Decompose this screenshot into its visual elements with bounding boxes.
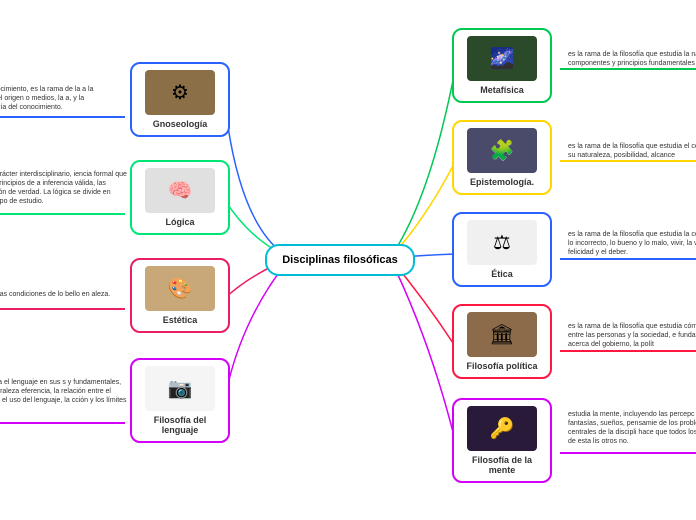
- thumb-metafisica: 🌌: [467, 36, 537, 81]
- label-metafisica: Metafísica: [458, 85, 546, 95]
- desc-estetica: que estudia las condiciones de lo bello …: [0, 290, 130, 299]
- underline-etica: [560, 258, 696, 260]
- underline-politica: [560, 350, 696, 352]
- center-label: Disciplinas filosóficas: [282, 254, 398, 266]
- label-lenguaje: Filosofía del lenguaje: [136, 415, 224, 435]
- thumb-logica: 🧠: [145, 168, 215, 213]
- label-mente: Filosofía de la mente: [458, 455, 546, 475]
- node-lenguaje[interactable]: 📷 Filosofía del lenguaje: [130, 358, 230, 443]
- underline-lenguaje: [0, 422, 125, 424]
- underline-gnoseologia: [0, 116, 125, 118]
- node-estetica[interactable]: 🎨 Estética: [130, 258, 230, 333]
- thumb-mente: 🔑: [467, 406, 537, 451]
- node-politica[interactable]: 🏛 Filosofía política: [452, 304, 552, 379]
- label-gnoseologia: Gnoseología: [136, 119, 224, 129]
- label-epistemologia: Epistemología.: [458, 177, 546, 187]
- node-etica[interactable]: ⚖ Ética: [452, 212, 552, 287]
- desc-epistemologia: es la rama de la filosofía que estudia e…: [568, 142, 696, 160]
- underline-mente: [560, 452, 696, 454]
- thumb-estetica: 🎨: [145, 266, 215, 311]
- desc-gnoseologia: oría del conocimiento, es la rama de la …: [0, 85, 130, 112]
- desc-logica: losofía de carácter interdisciplinario, …: [0, 170, 130, 206]
- label-estetica: Estética: [136, 315, 224, 325]
- node-gnoseologia[interactable]: ⚙ Gnoseología: [130, 62, 230, 137]
- thumb-gnoseologia: ⚙: [145, 70, 215, 115]
- label-etica: Ética: [458, 269, 546, 279]
- desc-mente: estudia la mente, incluyendo las percepc…: [568, 410, 696, 446]
- center-node[interactable]: Disciplinas filosóficas: [265, 244, 415, 276]
- underline-epistemologia: [560, 160, 696, 162]
- desc-etica: es la rama de la filosofía que estudia l…: [568, 230, 696, 257]
- label-logica: Lógica: [136, 217, 224, 227]
- label-politica: Filosofía política: [458, 361, 546, 371]
- node-epistemologia[interactable]: 🧩 Epistemología.: [452, 120, 552, 195]
- thumb-etica: ⚖: [467, 220, 537, 265]
- thumb-epistemologia: 🧩: [467, 128, 537, 173]
- node-logica[interactable]: 🧠 Lógica: [130, 160, 230, 235]
- desc-politica: es la rama de la filosofía que estudia c…: [568, 322, 696, 349]
- desc-metafisica: es la rama de la filosofía que estudia l…: [568, 50, 696, 68]
- node-mente[interactable]: 🔑 Filosofía de la mente: [452, 398, 552, 483]
- thumb-lenguaje: 📷: [145, 366, 215, 411]
- desc-lenguaje: a que estudia el lenguaje en sus s y fun…: [0, 378, 130, 414]
- thumb-politica: 🏛: [467, 312, 537, 357]
- underline-logica: [0, 213, 125, 215]
- underline-metafisica: [560, 68, 696, 70]
- node-metafisica[interactable]: 🌌 Metafísica: [452, 28, 552, 103]
- underline-estetica: [0, 308, 125, 310]
